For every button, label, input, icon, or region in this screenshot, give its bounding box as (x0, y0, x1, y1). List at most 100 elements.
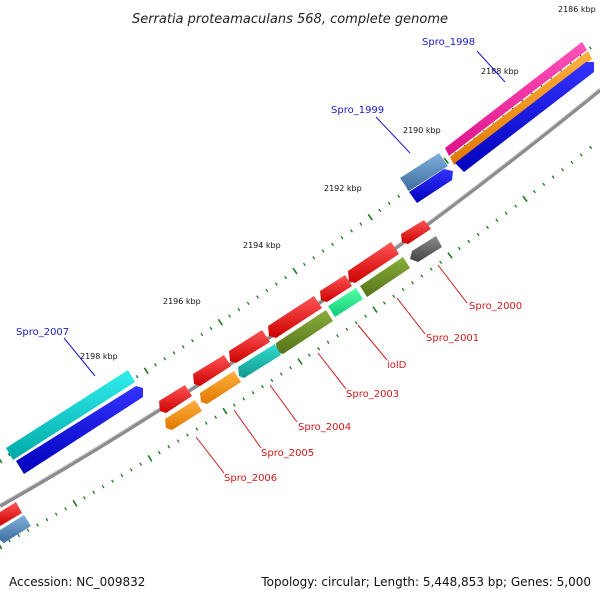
leader-line (317, 352, 347, 390)
gene-feature[interactable] (229, 330, 270, 363)
tick-mark (397, 194, 401, 198)
genome-summary-text: Topology: circular; Length: 5,448,853 bp… (260, 575, 591, 589)
gene-label[interactable]: iolD (387, 360, 407, 371)
tick-mark (92, 490, 96, 495)
gene-feature[interactable] (401, 220, 431, 244)
accession-text: Accession: NC_009832 (9, 575, 145, 589)
gene-feature[interactable] (6, 370, 135, 460)
tick-mark (560, 168, 565, 172)
tick-mark (54, 512, 58, 516)
gene-feature[interactable] (348, 242, 399, 283)
tick-mark (217, 318, 223, 326)
map-title: Serratia proteamaculans 568, complete ge… (132, 12, 448, 27)
tick-mark (345, 327, 349, 331)
forward-strand-features (0, 42, 594, 543)
tick-mark (101, 485, 105, 489)
tick-mark (542, 182, 546, 186)
tick-mark (312, 256, 316, 260)
gene-feature[interactable] (400, 153, 448, 191)
tick-mark (191, 339, 194, 343)
tick-label: 2198 kbp (80, 352, 118, 361)
gene-label[interactable]: Spro_2006 (224, 473, 277, 484)
tick-mark (359, 222, 363, 226)
gene-feature[interactable] (159, 385, 192, 413)
tick-mark (551, 175, 555, 179)
gene-feature[interactable] (16, 386, 143, 474)
tick-mark (443, 157, 450, 164)
gene-feature[interactable] (450, 51, 592, 165)
tick-mark (270, 378, 274, 383)
gene-feature[interactable] (0, 515, 31, 543)
tick-mark (570, 160, 574, 165)
gene-feature[interactable] (276, 310, 333, 354)
gene-label[interactable]: Spro_2004 (298, 422, 351, 433)
tick-mark (321, 249, 325, 253)
tick-labels: 2186 kbp 2188 kbp 2190 kbp 2192 kbp 2194… (80, 5, 596, 361)
tick-mark (331, 242, 335, 247)
tick-mark (297, 358, 303, 365)
tick-mark (522, 195, 528, 203)
gene-feature[interactable] (238, 344, 281, 378)
tick-mark (579, 153, 583, 157)
tick-mark (209, 326, 213, 331)
gene-feature[interactable] (455, 62, 594, 172)
tick-mark (514, 204, 518, 208)
gene-feature[interactable] (0, 502, 22, 526)
tick-mark (135, 374, 139, 379)
tick-mark (284, 275, 288, 280)
tick-label: 2196 kbp (163, 297, 201, 306)
tick-mark (214, 415, 218, 419)
tick-mark (200, 332, 204, 337)
tick-mark (7, 452, 11, 457)
gene-feature[interactable] (200, 371, 241, 404)
tick-mark (367, 213, 374, 221)
gene-feature[interactable] (328, 288, 363, 317)
tick-mark (139, 462, 143, 466)
gene-feature[interactable] (409, 169, 453, 203)
tick-label: 2190 kbp (403, 126, 441, 135)
tick-mark (195, 427, 199, 431)
tick-mark (485, 225, 490, 230)
gene-feature[interactable] (268, 296, 322, 338)
gene-label[interactable]: Spro_2000 (469, 301, 522, 312)
gene-label[interactable]: Spro_1998 (422, 37, 475, 48)
gene-label[interactable]: Spro_2007 (16, 327, 69, 338)
tick-track-inner (0, 145, 593, 550)
gene-feature[interactable] (320, 275, 352, 302)
gene-label[interactable]: Spro_1999 (331, 105, 384, 116)
gene-feature[interactable] (360, 257, 410, 297)
tick-mark (429, 267, 433, 271)
tick-mark (36, 523, 39, 527)
tick-mark (349, 229, 353, 233)
tick-label: 2186 kbp (558, 5, 596, 14)
gene-label[interactable]: Spro_2003 (346, 389, 399, 400)
tick-mark (372, 306, 378, 313)
leader-line (233, 409, 262, 449)
tick-mark (382, 301, 386, 305)
tick-mark (176, 439, 180, 443)
tick-mark (26, 528, 30, 533)
gene-feature[interactable] (193, 355, 231, 386)
tick-mark (279, 372, 283, 376)
leader-line (269, 384, 298, 423)
gene-feature[interactable] (410, 236, 442, 262)
gene-feature[interactable] (445, 42, 587, 156)
tick-mark (246, 301, 250, 305)
tick-mark (354, 321, 358, 325)
tick-mark (186, 433, 189, 437)
tick-mark (64, 507, 67, 511)
gene-feature[interactable] (165, 400, 202, 430)
tick-mark (129, 468, 133, 472)
tick-mark (256, 295, 260, 299)
tick-mark (237, 307, 241, 312)
leader-line (437, 264, 468, 304)
tick-mark (228, 314, 232, 318)
tick-mark (222, 407, 228, 415)
gene-label[interactable]: Spro_2005 (261, 448, 314, 459)
tick-mark (0, 458, 3, 464)
tick-mark (261, 384, 264, 389)
tick-mark (420, 274, 424, 278)
gene-label[interactable]: Spro_2001 (426, 333, 479, 344)
tick-mark (392, 294, 396, 298)
tick-mark (387, 201, 391, 205)
